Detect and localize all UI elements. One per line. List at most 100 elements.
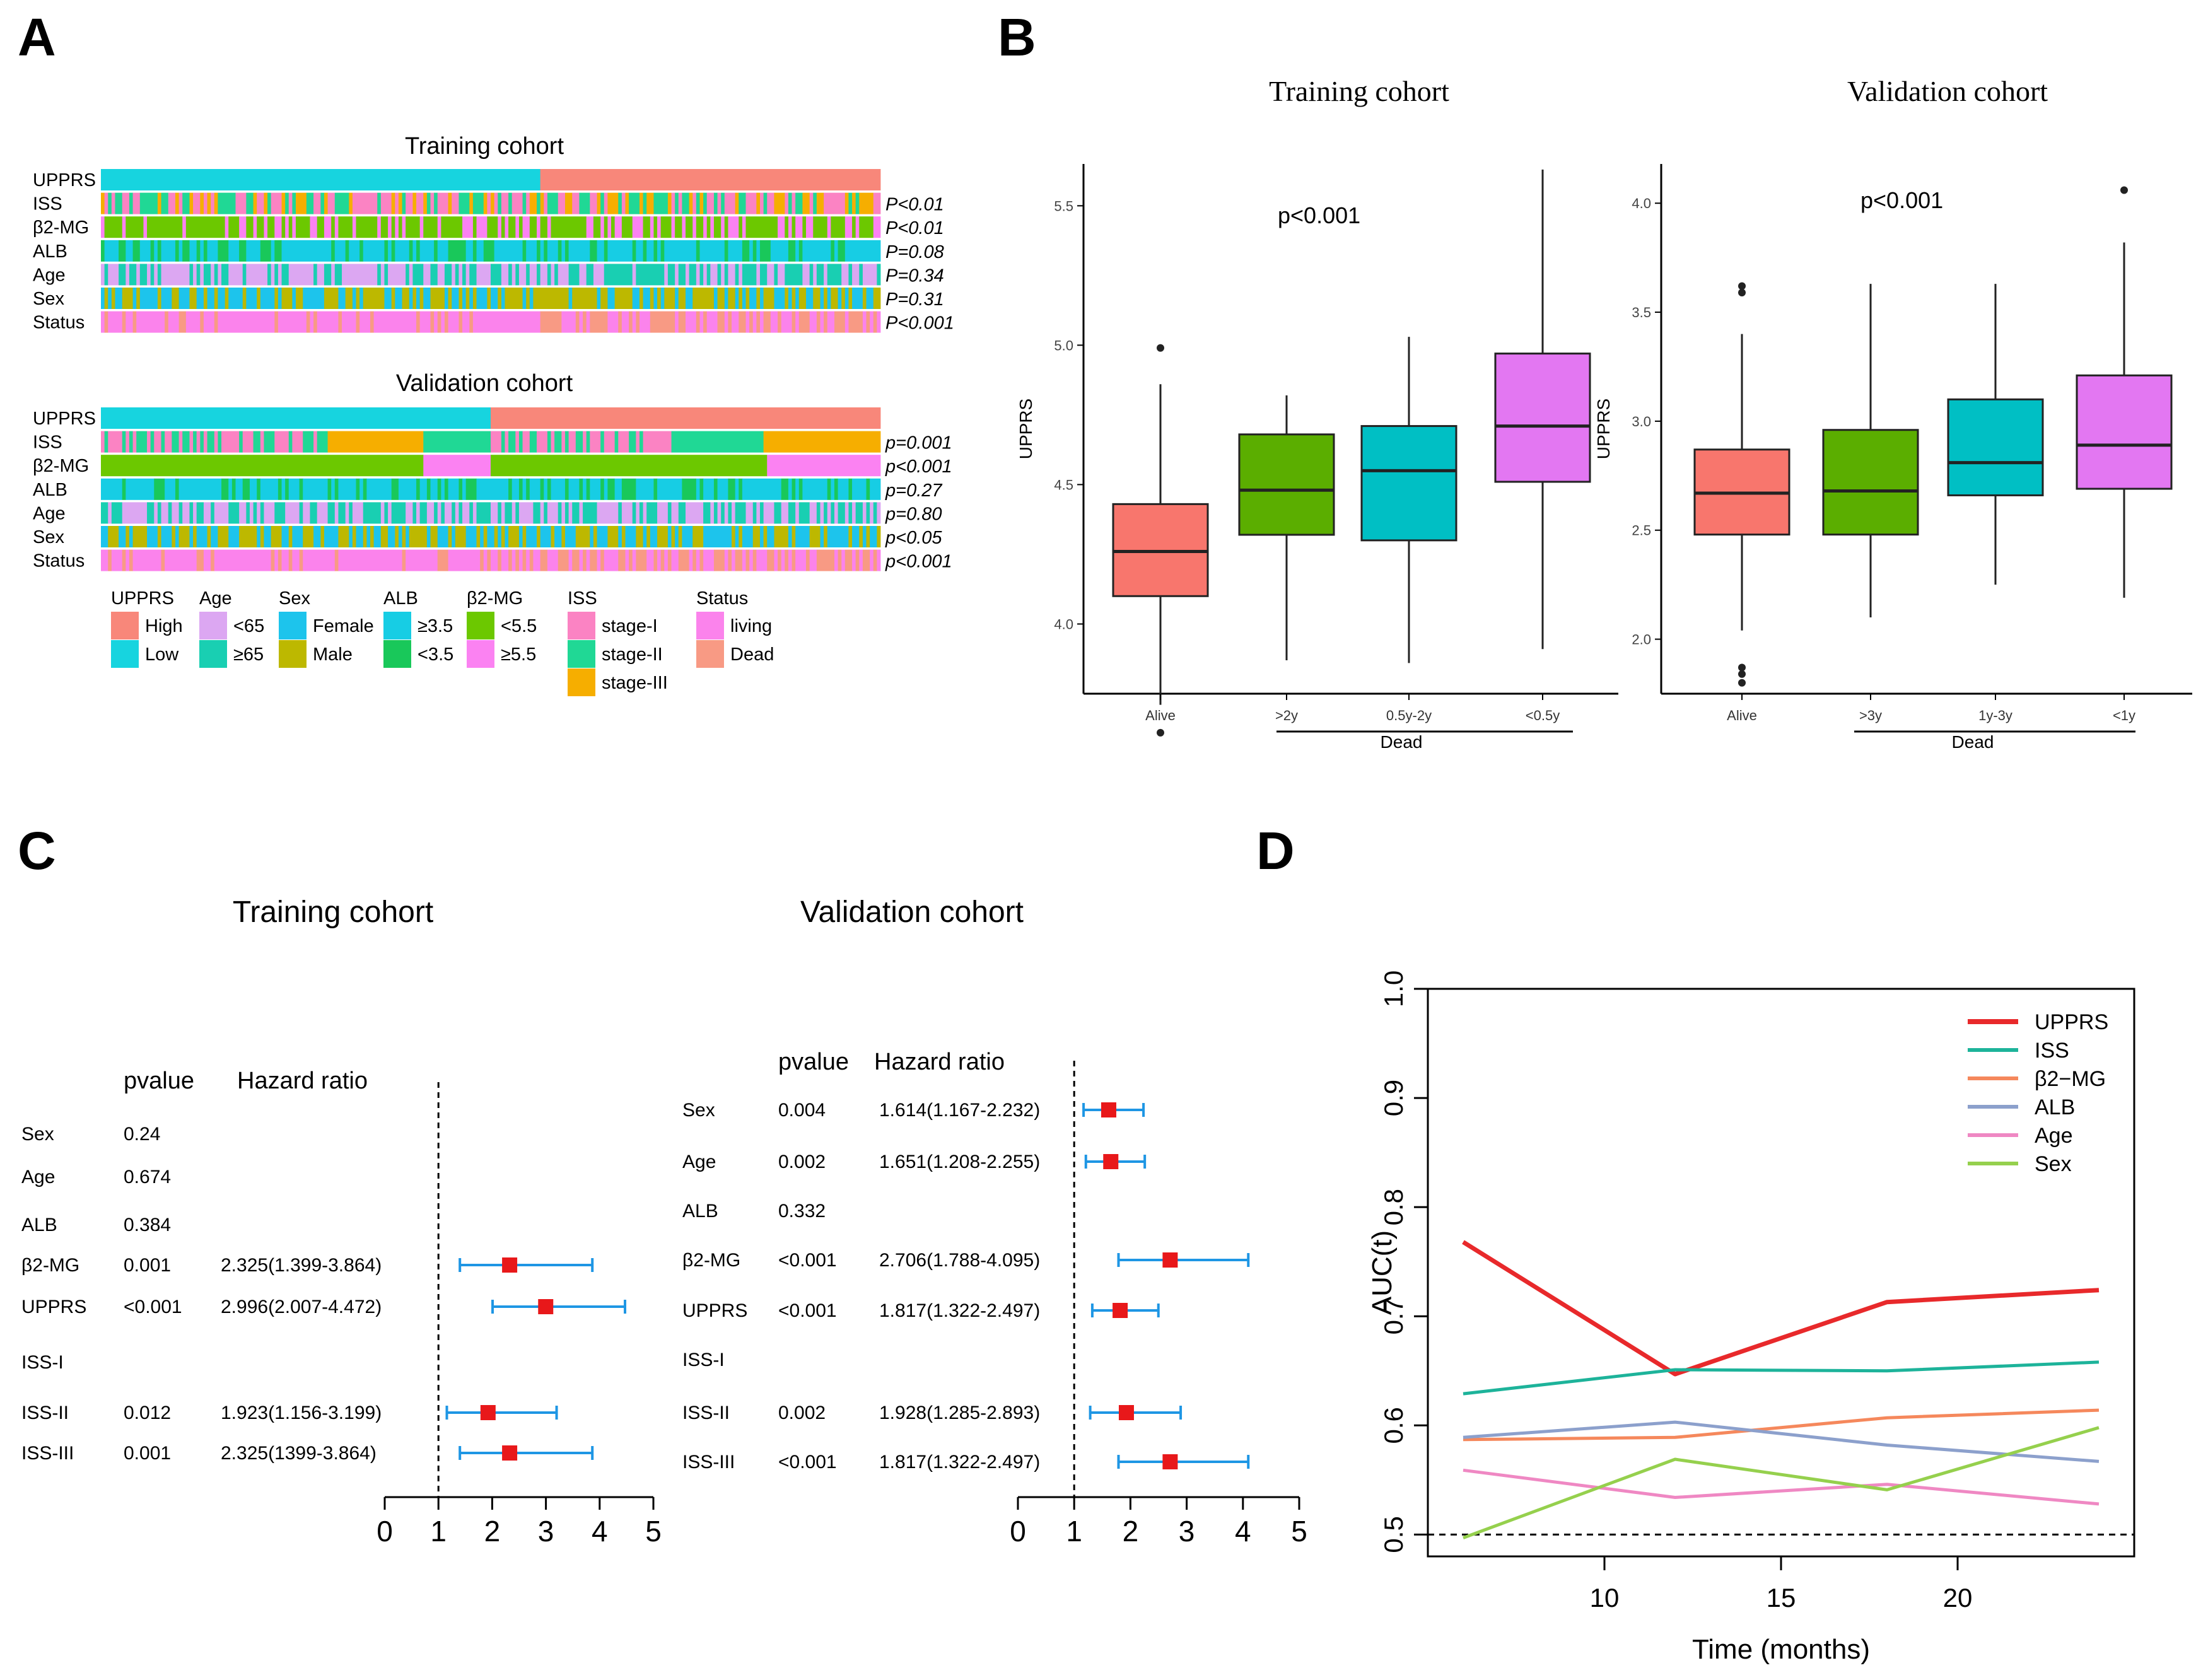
heatmap-cell — [696, 216, 704, 238]
column-header-pvalue: pvalue — [778, 1049, 849, 1075]
heatmap-cell — [472, 288, 477, 309]
heatmap-cell — [696, 549, 700, 571]
heatmap-cell — [618, 431, 629, 453]
heatmap-cell — [763, 431, 881, 453]
heatmap-cell — [604, 192, 608, 214]
heatmap-cell — [650, 288, 654, 309]
heatmap-cell — [441, 216, 463, 238]
heatmap-cell — [104, 311, 108, 333]
heatmap-cell — [412, 192, 417, 214]
heatmap-cell — [873, 502, 877, 524]
heatmap-cell — [175, 192, 179, 214]
heatmap-cell — [104, 431, 108, 453]
heatmap-cell — [791, 288, 796, 309]
y-tick-label: 1.0 — [1379, 971, 1408, 1007]
heatmap-cell — [579, 311, 583, 333]
heatmap-cell — [621, 502, 633, 524]
heatmap-cell — [639, 192, 643, 214]
heatmap-cell — [643, 240, 647, 262]
heatmap-cell — [724, 264, 728, 286]
heatmap-cell — [299, 478, 303, 500]
legend-swatch — [568, 640, 595, 668]
heatmap-cell — [281, 240, 332, 262]
heatmap-cell — [686, 311, 697, 333]
heatmap-cell — [161, 264, 190, 286]
heatmap-cell — [529, 549, 534, 571]
box — [1360, 425, 1457, 542]
heatmap-cell — [363, 288, 385, 309]
heatmap-cell — [426, 502, 435, 524]
heatmap-cell — [200, 240, 204, 262]
heatmap-cell — [526, 288, 530, 309]
heatmap-cell — [108, 311, 123, 333]
heatmap-cell — [465, 288, 470, 309]
heatmap-cell — [274, 502, 286, 524]
heatmap-cell — [377, 264, 382, 286]
heatmap-cell — [522, 216, 530, 238]
heatmap-cell — [667, 526, 672, 547]
heatmap-cell — [717, 288, 725, 309]
forest-row-label: ISS-III — [682, 1452, 735, 1473]
heatmap-cell — [696, 311, 700, 333]
heatmap-cell — [572, 502, 580, 524]
heatmap-cell — [806, 549, 810, 571]
heatmap-cell — [699, 192, 704, 214]
heatmap-cell — [590, 431, 601, 453]
heatmap-cell — [476, 288, 488, 309]
heatmap-cell — [398, 526, 402, 547]
heatmap-cell — [310, 311, 314, 333]
forest-row-label: ISS-III — [21, 1443, 74, 1464]
heatmap-cell — [604, 216, 608, 238]
heatmap-cell — [639, 502, 643, 524]
heatmap-cell — [139, 192, 158, 214]
heatmap-cell — [742, 216, 746, 238]
heatmap-cell — [526, 549, 530, 571]
heatmap-cell — [759, 526, 764, 547]
heatmap-cell — [380, 192, 392, 214]
heatmap-cell — [274, 431, 289, 453]
heatmap-cell — [257, 478, 261, 500]
heatmap-cell — [827, 526, 849, 547]
heatmap-cell — [614, 431, 619, 453]
heatmap-cell — [349, 240, 360, 262]
heatmap-cell — [537, 431, 548, 453]
heatmap-cell — [824, 311, 828, 333]
heatmap-cell — [274, 288, 279, 309]
heatmap-cell — [759, 502, 764, 524]
heatmap-cell — [356, 288, 360, 309]
forest-row-pvalue: 0.332 — [778, 1201, 826, 1222]
heatmap-cell — [795, 216, 803, 238]
forest-row-label: ALB — [682, 1201, 718, 1222]
heatmap-cell — [564, 192, 573, 214]
heatmap-cell — [820, 311, 824, 333]
heatmap-cell — [235, 478, 243, 500]
heatmap-row-label: Age — [33, 503, 66, 523]
heatmap-cell — [108, 549, 112, 571]
heatmap-cell — [841, 549, 846, 571]
p-value-annotation: p<0.001 — [1278, 202, 1360, 228]
heatmap-cell — [703, 526, 732, 547]
heatmap-cell — [472, 192, 484, 214]
heatmap-cell — [384, 264, 388, 286]
heatmap-cell — [544, 478, 548, 500]
heatmap-cell — [834, 478, 838, 500]
legend-swatch — [279, 640, 307, 668]
heatmap-cell — [437, 311, 441, 333]
heatmap-cell — [434, 502, 438, 524]
heatmap-cell — [168, 192, 176, 214]
heatmap-cell — [579, 549, 583, 571]
legend-label: ISS — [2035, 1039, 2069, 1063]
heatmap-cell — [579, 264, 587, 286]
heatmap-cell — [444, 478, 448, 500]
heatmap-cell — [491, 407, 881, 429]
heatmap-cell — [816, 502, 821, 524]
heatmap-cell — [515, 431, 520, 453]
heatmap-cell — [795, 526, 810, 547]
heatmap-cell — [564, 526, 576, 547]
heatmap-cell — [126, 240, 133, 262]
heatmap-cell — [161, 526, 172, 547]
series-line-age — [1463, 1468, 2100, 1506]
heatmap-cell — [111, 502, 123, 524]
heatmap-cell — [653, 216, 658, 238]
